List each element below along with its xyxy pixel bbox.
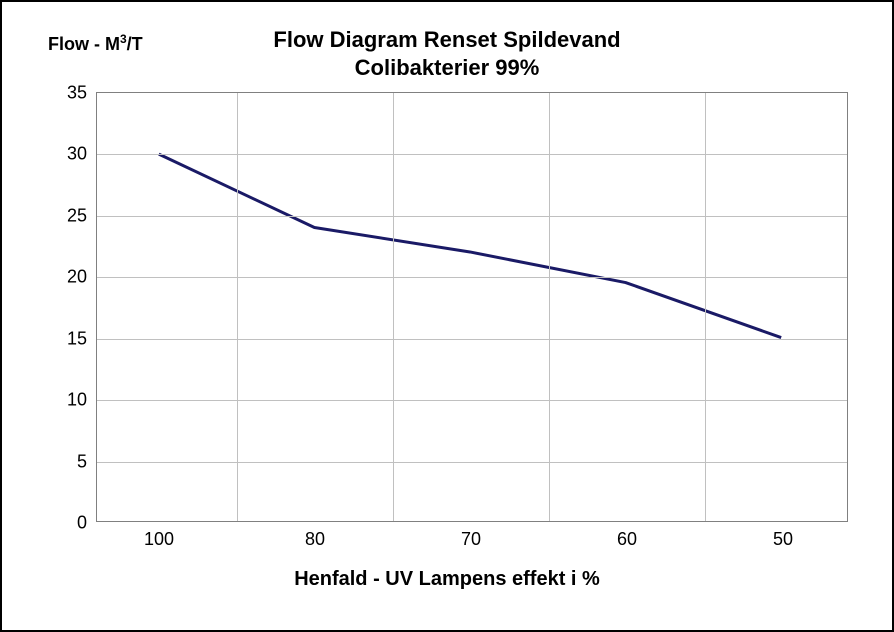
gridline-v [393,93,394,521]
chart-title-line1: Flow Diagram Renset Spildevand [2,26,892,54]
gridline-h [97,400,847,401]
chart-title-line2: Colibakterier 99% [2,54,892,82]
gridline-v [549,93,550,521]
x-tick-label: 50 [773,529,793,550]
x-tick-label: 80 [305,529,325,550]
gridline-h [97,216,847,217]
y-tick-label: 20 [37,267,87,288]
x-tick-label: 60 [617,529,637,550]
gridline-v [705,93,706,521]
plot-area: 0510152025303510080706050 [96,92,848,522]
gridline-h [97,462,847,463]
gridline-h [97,339,847,340]
y-tick-label: 0 [37,513,87,534]
data-line [159,154,781,337]
gridline-h [97,154,847,155]
y-tick-label: 25 [37,205,87,226]
x-axis-title: Henfald - UV Lampens effekt i % [2,568,892,591]
y-tick-label: 10 [37,390,87,411]
gridline-h [97,277,847,278]
y-tick-label: 5 [37,451,87,472]
y-tick-label: 35 [37,83,87,104]
y-tick-label: 15 [37,328,87,349]
chart-title: Flow Diagram Renset Spildevand Colibakte… [2,26,892,81]
chart-frame: Flow - M3/T Flow Diagram Renset Spildeva… [0,0,894,632]
gridline-v [237,93,238,521]
y-tick-label: 30 [37,144,87,165]
line-series [97,93,847,521]
x-tick-label: 70 [461,529,481,550]
x-tick-label: 100 [144,529,174,550]
